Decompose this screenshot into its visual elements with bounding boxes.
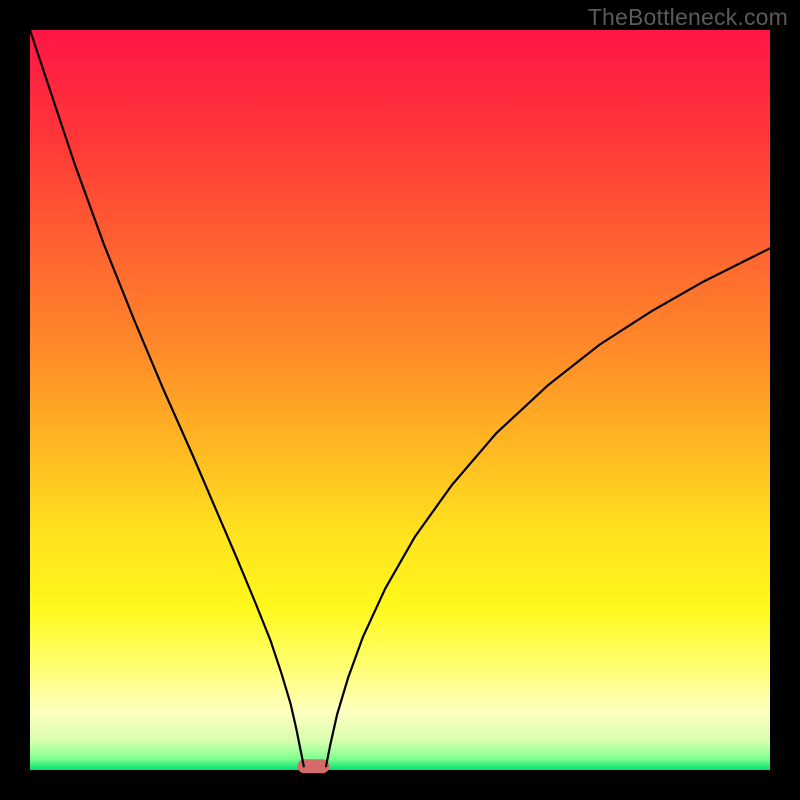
chart-container: TheBottleneck.com bbox=[0, 0, 800, 800]
bottleneck-chart bbox=[0, 0, 800, 800]
plot-area bbox=[30, 30, 770, 770]
watermark-text: TheBottleneck.com bbox=[588, 4, 788, 31]
